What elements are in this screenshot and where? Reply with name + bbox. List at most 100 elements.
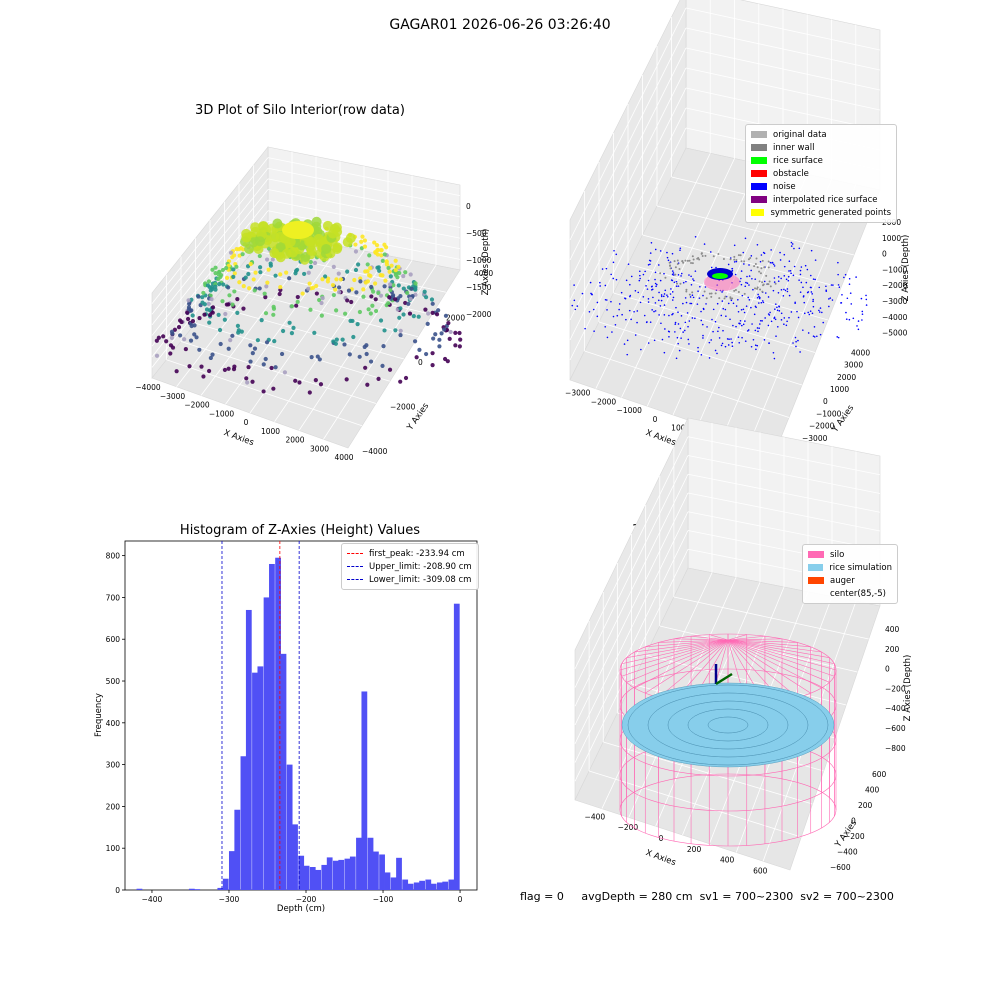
- p1-point: [375, 247, 381, 252]
- p1-point: [169, 335, 174, 340]
- p1-point: [453, 343, 458, 348]
- p2-ylabel: Y Axies: [830, 403, 857, 435]
- p1-point: [388, 287, 393, 293]
- p2-point: [663, 351, 666, 354]
- p1-point: [434, 312, 440, 317]
- p1-point: [226, 285, 231, 290]
- p1-point: [251, 277, 256, 282]
- p3-bar: [321, 864, 328, 890]
- p2-point: [812, 335, 815, 337]
- p2-point: [683, 329, 686, 332]
- p1-point: [235, 297, 240, 302]
- p2-point: [799, 351, 801, 353]
- p2-point: [712, 255, 715, 258]
- p2-ztick: −2000: [882, 281, 908, 290]
- p2-point: [708, 292, 711, 295]
- p2-point: [783, 275, 786, 277]
- p1-point: [344, 377, 349, 382]
- p2-point: [791, 243, 794, 245]
- p2-point: [743, 260, 746, 263]
- p2-point: [668, 261, 671, 264]
- p1-point: [294, 303, 299, 308]
- p2-point: [754, 344, 757, 346]
- p2-point: [754, 262, 757, 265]
- legend-entry: Lower_limit: -309.08 cm: [347, 573, 473, 586]
- p1-point: [279, 351, 285, 357]
- p2-point: [659, 279, 662, 282]
- p2-point: [741, 336, 743, 339]
- p4-silo-roof: [634, 639, 729, 653]
- p2-point: [710, 339, 712, 341]
- p1-ytick: −4000: [362, 447, 388, 456]
- p1-point: [429, 297, 435, 302]
- p2-point: [639, 277, 641, 280]
- p2-point: [788, 270, 790, 272]
- p2-point: [700, 252, 703, 255]
- p3-bar: [234, 809, 241, 890]
- p2-point: [797, 339, 799, 342]
- p2-point: [677, 342, 679, 345]
- p2-point: [710, 295, 713, 298]
- p1-point: [241, 306, 246, 311]
- p2-point: [669, 267, 672, 270]
- p2-point: [773, 281, 776, 283]
- p2-point: [829, 297, 832, 299]
- p2-point: [794, 301, 796, 304]
- p2-point: [691, 255, 694, 258]
- p1-point: [232, 253, 237, 258]
- p1-point: [300, 252, 311, 263]
- p1-point: [439, 331, 444, 336]
- p1-point: [380, 363, 385, 368]
- p2-point: [746, 275, 748, 278]
- p2-point: [652, 296, 654, 299]
- p2-point: [692, 296, 695, 299]
- p2-point: [703, 243, 706, 245]
- p2-point: [634, 289, 637, 292]
- p2-point: [676, 336, 679, 339]
- p2-point: [752, 338, 755, 341]
- figure-suptitle: GAGAR01 2026-06-26 03:26:40: [389, 17, 611, 33]
- p3-bar: [436, 882, 443, 890]
- p2-point: [762, 283, 765, 286]
- p2-point: [810, 291, 813, 293]
- p2-point: [672, 296, 675, 299]
- p2-point: [828, 298, 830, 300]
- p1-point: [210, 267, 215, 272]
- p1-point: [312, 330, 317, 335]
- p2-point: [750, 345, 753, 348]
- p1-point: [332, 242, 343, 253]
- p2-point: [748, 284, 750, 286]
- p1-point: [363, 269, 368, 274]
- p1-point: [321, 243, 332, 254]
- p2-point: [700, 319, 703, 322]
- p2-point: [657, 299, 660, 302]
- p2-point: [681, 260, 684, 263]
- p2-point: [733, 261, 736, 263]
- p1-point: [397, 270, 402, 276]
- p2-point: [848, 318, 851, 321]
- p2-point: [856, 325, 858, 327]
- p2-point: [780, 312, 783, 315]
- p4-ztick: 200: [885, 645, 900, 654]
- p2-point: [751, 323, 753, 325]
- p1-point: [368, 359, 374, 364]
- p2-point: [804, 264, 807, 267]
- p2-point: [759, 323, 761, 325]
- status-line: flag = 0 avgDepth = 280 cm sv1 = 700~230…: [520, 890, 894, 903]
- p2-point: [796, 310, 798, 313]
- p2-point: [756, 286, 759, 289]
- p2-point: [702, 334, 704, 337]
- p4-auger: [715, 672, 733, 686]
- p2-point: [718, 326, 720, 329]
- p3-bar: [240, 756, 247, 890]
- p2-point: [770, 320, 773, 323]
- p1-point: [373, 281, 378, 286]
- p1-point: [277, 291, 282, 297]
- p2-point: [748, 275, 751, 277]
- p1-point: [327, 228, 338, 239]
- p1-point: [398, 332, 403, 338]
- p2-point: [605, 299, 608, 301]
- p2-point: [674, 273, 677, 276]
- p3-bar: [263, 597, 270, 890]
- p2-point: [669, 293, 672, 295]
